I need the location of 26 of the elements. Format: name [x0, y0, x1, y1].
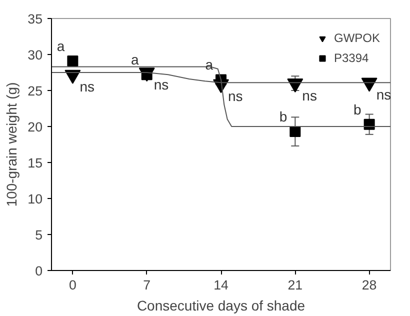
annotation: b: [354, 101, 362, 118]
x-tick-label: 21: [288, 278, 303, 292]
x-axis-title: Consecutive days of shade: [136, 298, 306, 314]
annotation: ns: [228, 88, 243, 104]
annotation: ns: [302, 87, 317, 104]
y-axis-title: 100-grain weight (g): [4, 82, 20, 207]
x-tick-label: 0: [68, 278, 76, 292]
y-tick-label: 0: [35, 264, 43, 278]
legend-label: P3394: [334, 51, 369, 65]
y-tick-label: 25: [28, 84, 43, 98]
x-tick-label: 28: [362, 278, 377, 292]
y-tick-label: 20: [28, 120, 43, 134]
y-tick-label: 5: [35, 228, 43, 242]
annotation: ns: [376, 86, 392, 103]
annotation: a: [56, 38, 65, 54]
x-tick-label: 14: [214, 278, 229, 292]
annotation: ns: [154, 76, 169, 92]
annotation: ns: [80, 78, 94, 95]
legend-label: GWPOK: [334, 31, 380, 45]
annotation: b: [279, 108, 288, 125]
y-tick-label: 10: [28, 192, 43, 206]
y-tick-label: 35: [28, 12, 43, 26]
x-tick-label: 7: [143, 278, 151, 292]
annotation: a: [131, 52, 140, 68]
y-tick-label: 30: [28, 48, 43, 62]
y-tick-label: 15: [28, 156, 43, 170]
